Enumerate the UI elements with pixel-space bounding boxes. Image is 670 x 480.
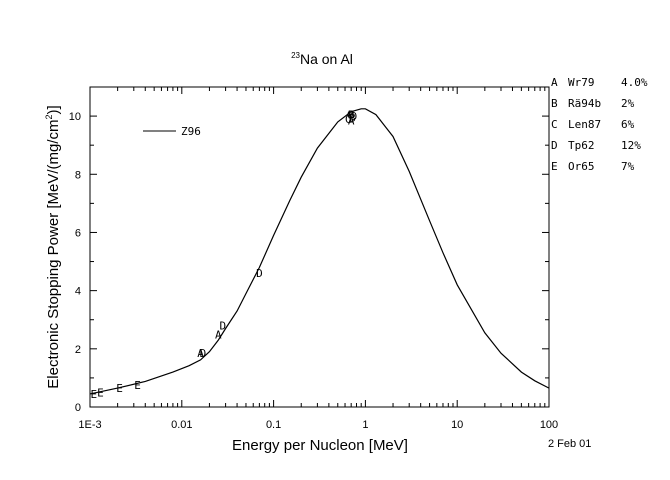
- reference-name: Rä94b: [568, 97, 601, 110]
- curve-legend: Z96: [143, 125, 201, 138]
- x-axis-label: Energy per Nucleon [MeV]: [232, 437, 408, 454]
- data-point-e: E: [90, 388, 97, 401]
- reference-marker: B: [551, 97, 558, 110]
- x-tick-label: 1E-3: [78, 419, 101, 431]
- data-point-a: A: [197, 347, 204, 360]
- curve-legend-label: Z96: [181, 125, 201, 138]
- data-point-c: C: [347, 109, 354, 122]
- curve-layer: [89, 108, 550, 395]
- data-point-e: E: [97, 386, 104, 399]
- reference-legend-entry: C Len87 6%: [551, 118, 635, 131]
- x-tick-label: 10: [451, 419, 463, 431]
- y-tick-label: 10: [69, 111, 81, 123]
- reference-name: Tp62: [568, 139, 595, 152]
- data-point-e: E: [116, 382, 123, 395]
- data-point-e: E: [134, 379, 141, 392]
- data-point-d: D: [351, 110, 358, 123]
- data-point-a: A: [348, 114, 355, 127]
- chart-title-text: Na on Al: [300, 51, 353, 67]
- reference-marker: D: [551, 139, 558, 152]
- x-tick-label: 100: [540, 419, 558, 431]
- data-point-c: C: [345, 113, 352, 126]
- y-tick-label: 2: [75, 344, 81, 356]
- reference-legend-entry: E Or65 7%: [551, 160, 635, 173]
- data-point-b: B: [348, 109, 355, 122]
- reference-uncertainty: 7%: [621, 160, 635, 173]
- reference-uncertainty: 4.0%: [621, 76, 648, 89]
- chart-title: 23Na on Al: [291, 51, 353, 67]
- axis-ticks: 1E-3 0.01 0.1 1 10 100 0 2 4 6 8 10: [69, 87, 558, 431]
- reference-name: Len87: [568, 118, 601, 131]
- x-tick-label: 0.01: [171, 419, 192, 431]
- y-axis-label-main: Electronic Stopping Power [MeV/(mg/cm: [45, 119, 62, 388]
- reference-marker: A: [551, 76, 558, 89]
- data-point-a: A: [215, 328, 222, 341]
- reference-uncertainty: 12%: [621, 139, 641, 152]
- data-point-b: B: [349, 112, 356, 125]
- plot-frame: [89, 86, 550, 408]
- reference-name: Wr79: [568, 76, 595, 89]
- data-point-d: D: [256, 267, 263, 280]
- y-tick-label: 4: [75, 286, 81, 298]
- y-axis-label-tail: )]: [45, 105, 62, 114]
- reference-name: Or65: [568, 160, 595, 173]
- reference-marker: E: [551, 160, 558, 173]
- x-tick-label: 1: [362, 419, 368, 431]
- reference-legend: A Wr79 4.0% B Rä94b 2% C Len87 6% D Tp62 12% E Or65 7%: [551, 76, 648, 173]
- reference-legend-entry: A Wr79 4.0%: [551, 76, 648, 89]
- reference-uncertainty: 2%: [621, 97, 635, 110]
- reference-uncertainty: 6%: [621, 118, 635, 131]
- y-axis-label-superscript: 2: [44, 114, 54, 119]
- data-point-d: D: [220, 320, 227, 333]
- reference-marker: C: [551, 118, 558, 131]
- reference-legend-entry: D Tp62 12%: [551, 139, 641, 152]
- date-stamp: 2 Feb 01: [548, 438, 591, 450]
- chart-title-superscript: 23: [291, 51, 300, 60]
- y-tick-label: 6: [75, 227, 81, 239]
- y-tick-label: 0: [75, 402, 81, 414]
- data-point-d: D: [200, 347, 207, 360]
- reference-legend-entry: B Rä94b 2%: [551, 97, 635, 110]
- y-tick-label: 8: [75, 169, 81, 181]
- y-axis-label: Electronic Stopping Power [MeV/(mg/cm2)]: [44, 105, 62, 388]
- x-tick-label: 0.1: [266, 419, 281, 431]
- z96-curve: [89, 108, 550, 395]
